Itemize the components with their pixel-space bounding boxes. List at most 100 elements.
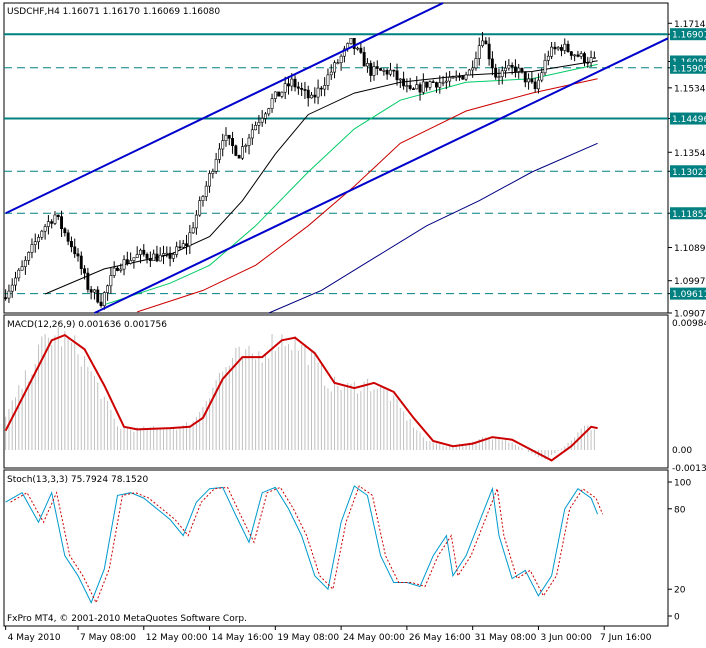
candle-body — [66, 232, 70, 242]
candle-body — [500, 70, 504, 77]
candle-body — [227, 134, 231, 139]
price-tag-label: 1.13021 — [672, 168, 706, 178]
candle-body — [283, 83, 287, 93]
candle-body — [504, 67, 507, 72]
candle-body — [333, 62, 336, 73]
candle-body — [329, 71, 333, 76]
candle-body — [89, 289, 93, 293]
candle-body — [402, 78, 405, 87]
time-tick-label: 24 May 00:00 — [343, 633, 405, 643]
candle-body — [405, 85, 409, 87]
candle-body — [155, 253, 159, 262]
time-tick-label: 19 May 08:00 — [277, 633, 339, 643]
candle-body — [234, 145, 238, 156]
candle-body — [382, 70, 386, 72]
candle-body — [576, 54, 580, 57]
time-tick-label: 12 May 00:00 — [146, 633, 208, 643]
candle-body — [411, 88, 415, 90]
candle-body — [175, 246, 179, 255]
candle-body — [93, 289, 96, 293]
candle-body — [303, 89, 307, 91]
channel-line — [5, 2, 444, 215]
candle-body — [379, 68, 382, 71]
time-tick-label: 4 May 2010 — [8, 633, 61, 643]
candle-body — [566, 43, 570, 53]
candle-body — [415, 84, 419, 90]
stoch-main-line — [5, 485, 599, 604]
candle-body — [316, 87, 320, 98]
time-tick-label: 7 May 08:00 — [80, 633, 136, 643]
candle-body — [181, 243, 185, 248]
candle-body — [438, 82, 442, 88]
time-tick-label: 31 May 08:00 — [475, 633, 537, 643]
candle-body — [250, 129, 254, 139]
candle-body — [356, 47, 359, 50]
ma_slowest-line — [268, 142, 598, 314]
stoch-tick-label: 80 — [674, 505, 686, 515]
time-tick-label: 14 May 16:00 — [212, 633, 274, 643]
macd-signal-line — [4, 333, 598, 462]
candle-body — [231, 138, 234, 147]
price-tick-label: 1.15345 — [674, 84, 706, 94]
candle-body — [306, 89, 310, 99]
candle-body — [280, 91, 284, 97]
candle-body — [50, 221, 54, 224]
candle-body — [339, 55, 343, 64]
candle-body — [83, 268, 87, 274]
candle-body — [513, 66, 517, 72]
candle-body — [517, 67, 521, 72]
candle-body — [7, 290, 11, 299]
candle-body — [208, 173, 211, 187]
price-tag-label: 1.14496 — [672, 115, 706, 125]
candle-body — [372, 66, 376, 76]
candle-body — [458, 76, 461, 78]
macd-tick-label: 0.00 — [672, 446, 692, 456]
candle-body — [323, 85, 327, 90]
price-tag-label: 1.15905 — [672, 64, 706, 74]
candle-body — [20, 266, 24, 271]
candle-body — [211, 171, 215, 174]
candle-body — [165, 252, 169, 255]
candle-body — [425, 81, 429, 88]
candle-body — [464, 74, 468, 80]
candle-body — [40, 230, 44, 238]
price-tick-label: 1.10895 — [674, 244, 706, 254]
candle-body — [326, 74, 330, 86]
macd-label: MACD(12,26,9) 0.001636 0.001756 — [7, 320, 167, 330]
candle-body — [267, 108, 271, 115]
candle-body — [135, 254, 139, 259]
candle-body — [27, 252, 31, 261]
price-tag-label: 1.11852 — [672, 210, 706, 220]
candle-body — [23, 259, 27, 267]
candle-body — [342, 48, 346, 57]
candle-body — [241, 146, 244, 159]
candle-body — [112, 267, 116, 276]
candle-body — [56, 214, 60, 218]
candle-body — [132, 257, 136, 261]
candle-body — [523, 71, 527, 83]
candle-body — [556, 47, 560, 50]
candle-body — [507, 65, 511, 69]
candle-body — [418, 84, 422, 93]
candle-body — [586, 61, 590, 64]
candle-body — [461, 76, 465, 80]
candle-body — [194, 214, 198, 229]
candle-body — [270, 98, 274, 109]
candle-body — [533, 81, 537, 90]
candle-body — [369, 63, 373, 76]
candle-body — [527, 78, 531, 83]
candle-body — [162, 253, 165, 256]
candle-body — [129, 260, 133, 264]
candle-body — [375, 66, 379, 69]
candle-body — [540, 72, 544, 81]
candle-body — [99, 301, 103, 307]
price-tag — [670, 112, 706, 125]
candle-body — [431, 81, 435, 83]
time-tick-label: 26 May 16:00 — [409, 633, 471, 643]
candle-body — [277, 91, 281, 97]
candle-body — [582, 53, 586, 63]
candle-body — [530, 78, 534, 83]
candle-body — [520, 67, 524, 72]
candle-body — [365, 63, 369, 67]
